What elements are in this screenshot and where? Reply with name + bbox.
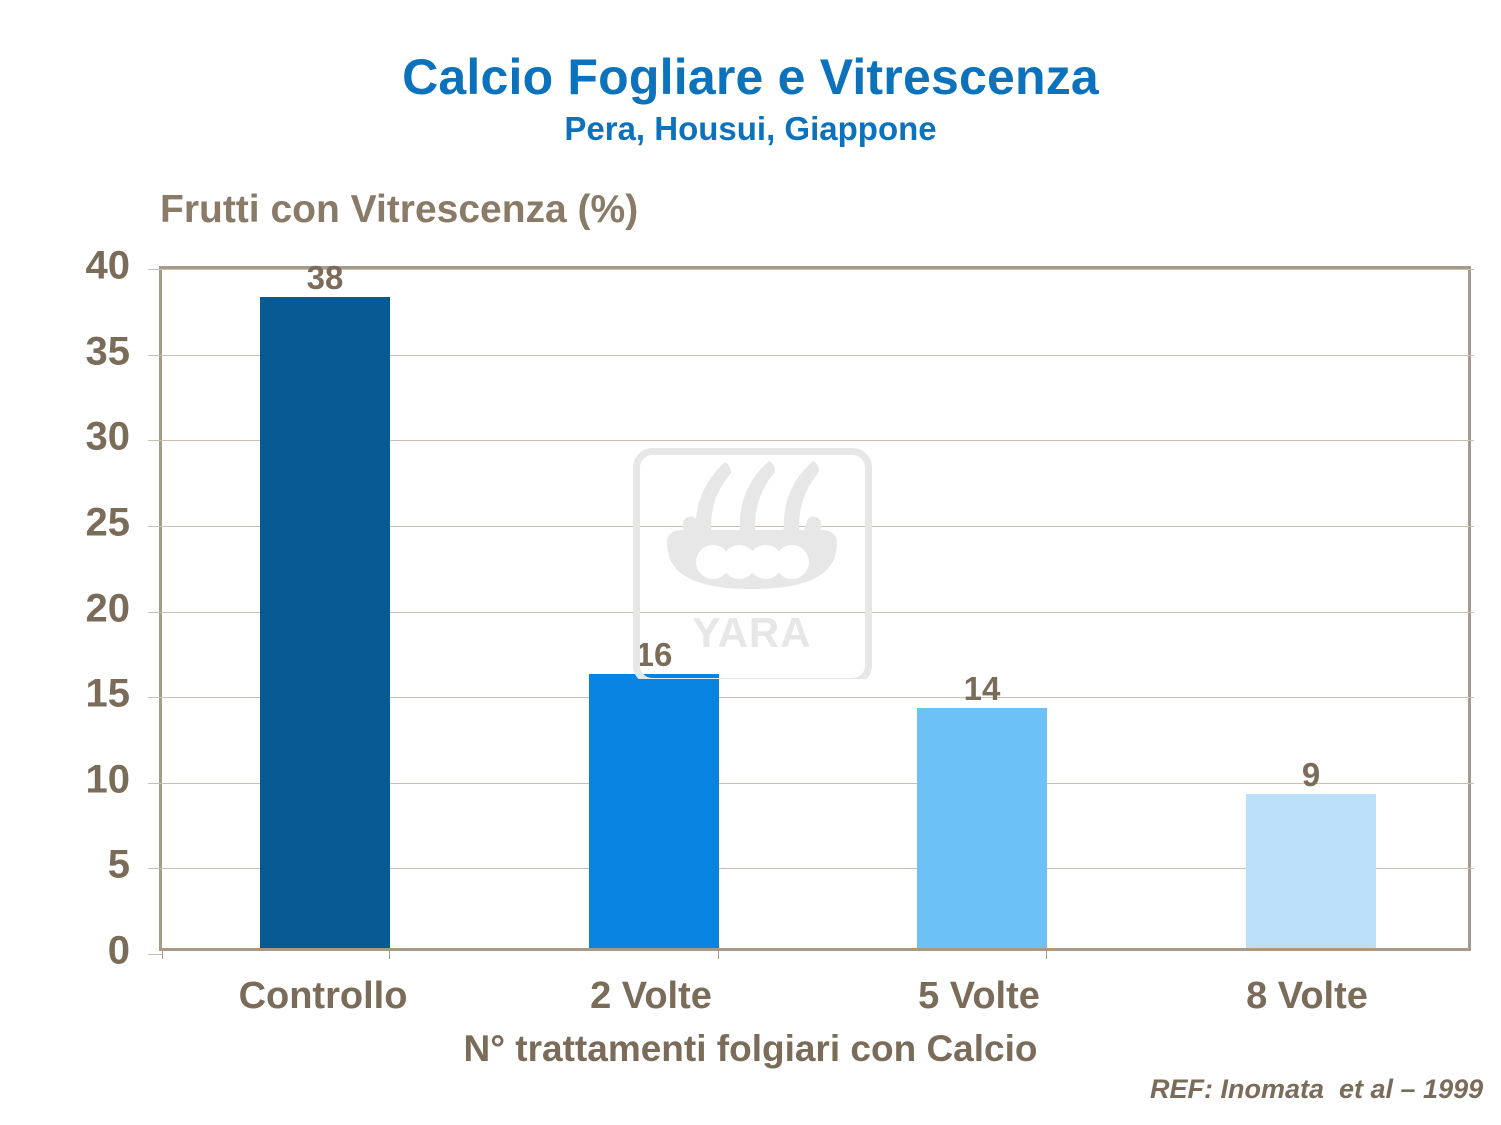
- svg-text:YARA: YARA: [692, 609, 811, 656]
